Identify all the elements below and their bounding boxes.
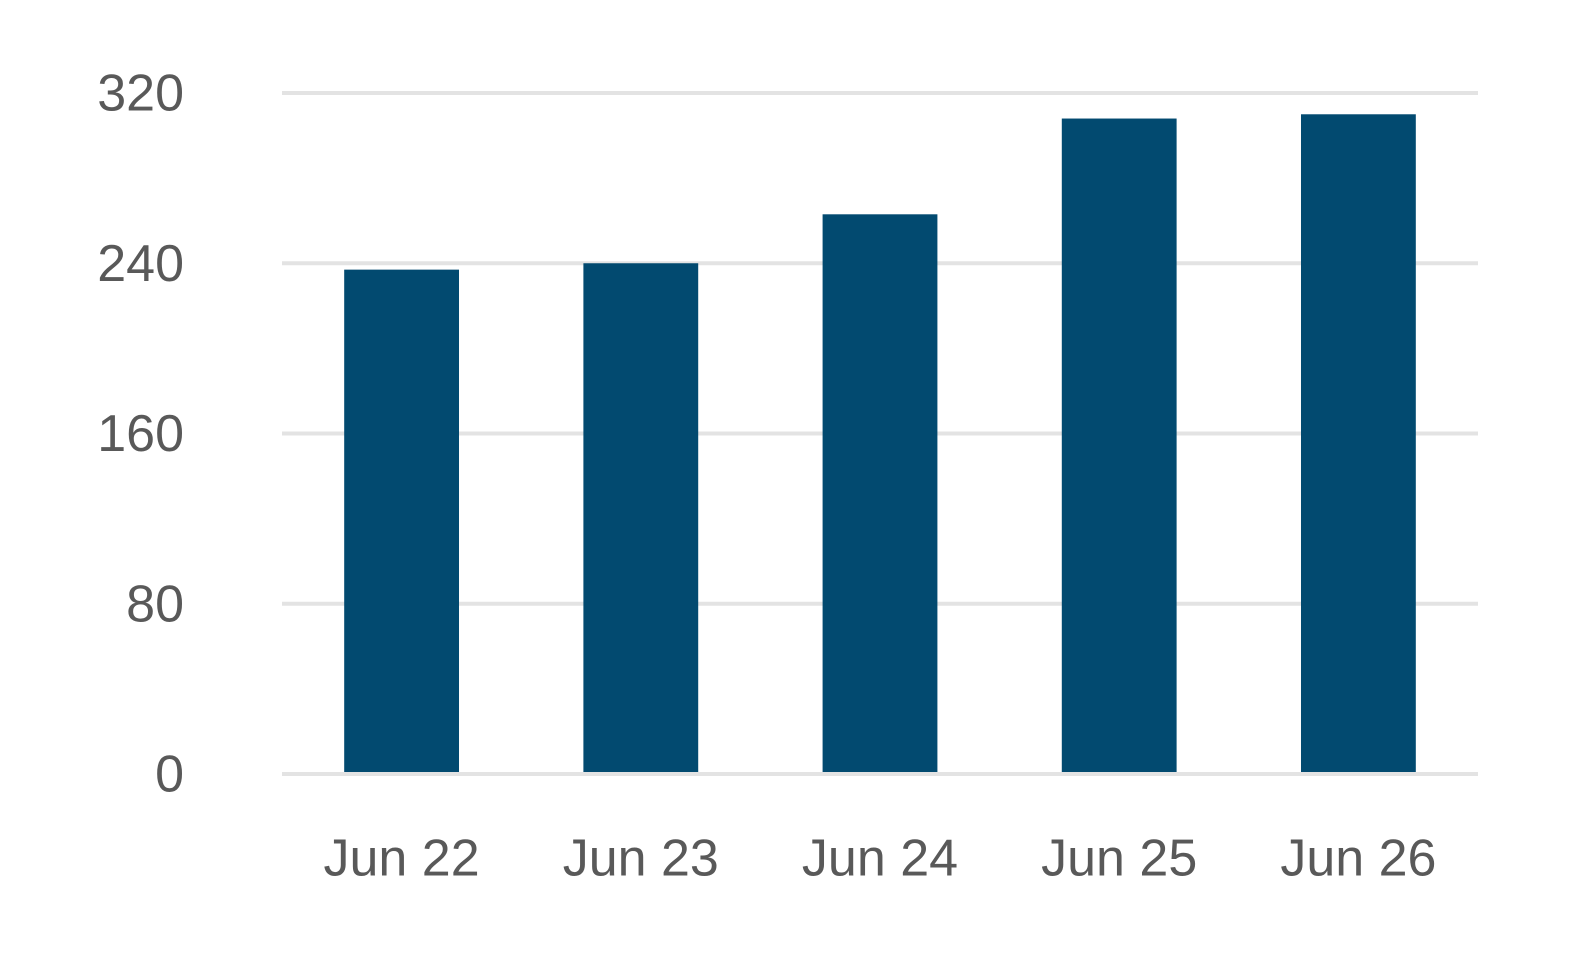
bar — [822, 214, 938, 773]
bar — [344, 269, 460, 772]
y-tick-label: 160 — [97, 405, 184, 463]
y-tick-label: 80 — [126, 575, 184, 633]
y-tick-label: 320 — [97, 65, 184, 123]
x-tick-label: Jun 24 — [802, 830, 958, 888]
x-tick-label: Jun 26 — [1280, 830, 1436, 888]
y-tick-label: 0 — [155, 746, 184, 804]
bar — [583, 263, 699, 772]
x-tick-label: Jun 23 — [563, 830, 719, 888]
y-tick-label: 240 — [97, 235, 184, 293]
x-tick-label: Jun 22 — [324, 830, 480, 888]
bar — [1061, 118, 1177, 773]
bar — [1300, 114, 1416, 772]
x-tick-label: Jun 25 — [1041, 830, 1197, 888]
